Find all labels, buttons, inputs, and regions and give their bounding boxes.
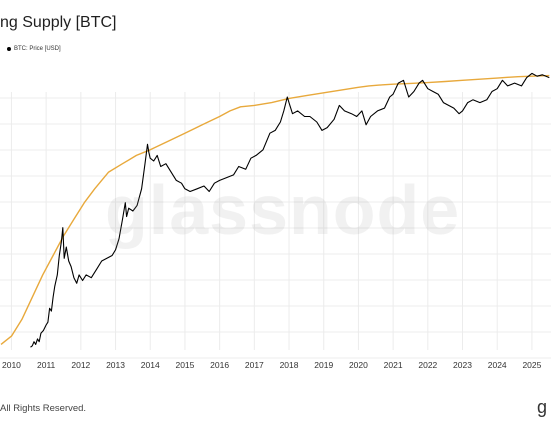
price-series-line	[30, 72, 550, 348]
x-tick-label-2018: 2018	[280, 360, 299, 370]
chart-series	[0, 72, 550, 348]
footer-copyright: All Rights Reserved.	[0, 403, 87, 414]
x-tick-label-2022: 2022	[418, 360, 437, 370]
legend-dot	[7, 47, 11, 51]
chart-title: ng Supply [BTC]	[0, 14, 117, 31]
x-tick-label-2023: 2023	[453, 360, 472, 370]
x-tick-label-2025: 2025	[522, 360, 541, 370]
x-axis-ticks: 2010 2011 2012 2013 2014 2015 2016 2017 2018 2019…	[2, 360, 542, 370]
x-tick-label-2011: 2011	[37, 360, 56, 370]
x-tick-label-2014: 2014	[141, 360, 160, 370]
x-tick-label-2024: 2024	[488, 360, 507, 370]
legend-label: BTC: Price [USD]	[14, 46, 61, 52]
x-tick-label-2020: 2020	[349, 360, 368, 370]
x-tick-label-2010: 2010	[2, 360, 21, 370]
x-tick-label-2012: 2012	[71, 360, 90, 370]
x-tick-label-2016: 2016	[210, 360, 229, 370]
legend: BTC: Price [USD]	[7, 46, 61, 52]
x-tick-label-2017: 2017	[245, 360, 264, 370]
supply-series-line	[0, 74, 550, 345]
x-tick-label-2021: 2021	[384, 360, 403, 370]
x-tick-label-2013: 2013	[106, 360, 125, 370]
glassnode-logo-icon: g	[537, 397, 548, 417]
x-tick-label-2019: 2019	[314, 360, 333, 370]
chart-grid	[0, 92, 551, 359]
watermark: glassnode	[105, 171, 461, 249]
x-tick-label-2015: 2015	[175, 360, 194, 370]
